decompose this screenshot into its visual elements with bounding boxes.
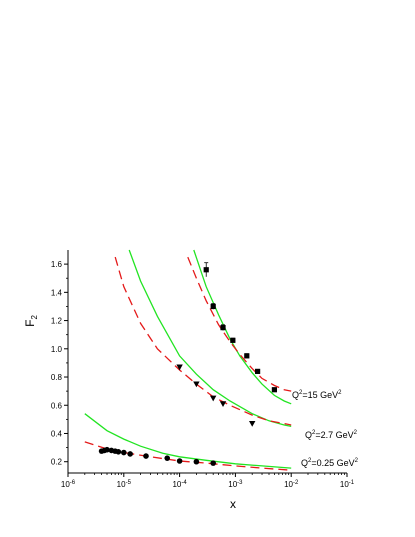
data-point-triangle <box>193 381 200 388</box>
data-point-square <box>203 267 209 273</box>
data-point-triangle <box>176 364 183 371</box>
y-axis-title: F2 <box>23 315 39 327</box>
data-point-circle <box>164 455 171 461</box>
y-axis-title-main: F <box>23 320 37 327</box>
data-point-circle <box>121 449 127 456</box>
label-q2-15: Q2=15 GeV2 <box>292 390 342 400</box>
y-tick-label: 0.4 <box>51 429 63 438</box>
label-q2-2p7: Q2=2.7 GeV2 <box>305 430 358 440</box>
solid-curve-0 <box>193 249 292 405</box>
data-point-circle <box>210 460 216 466</box>
x-axis-ticks: 10-6 10-5 10-4 10-3 10-2 10-1 <box>61 473 355 489</box>
x-tick-label: 10-2 <box>284 480 299 489</box>
data-point-square <box>255 368 261 374</box>
dashed-curve-1 <box>187 256 292 392</box>
data-point-circle <box>104 446 110 453</box>
data-point-triangle <box>248 421 256 427</box>
plot-frame <box>67 250 347 474</box>
data-point-square <box>244 353 250 359</box>
dashed-curve-3 <box>114 256 292 426</box>
curve-labels: Q2=15 GeV2 Q2=2.7 GeV2 Q2=0.25 GeV2 <box>292 390 359 468</box>
data-point-square <box>210 303 216 310</box>
y-tick-label: 0.6 <box>51 401 63 410</box>
data-points <box>98 262 278 466</box>
y-tick-label: 0.2 <box>51 458 63 467</box>
data-point-square <box>271 387 278 393</box>
y-axis-ticks: 0.2 0.4 0.6 0.8 1.0 1.2 1.4 1.6 <box>51 260 68 467</box>
data-point-circle <box>115 449 122 455</box>
data-point-circle <box>176 458 183 464</box>
y-tick-label: 1.4 <box>51 288 63 297</box>
data-point-circle <box>193 458 200 465</box>
data-point-triangle <box>219 401 227 408</box>
model-curves <box>84 249 292 471</box>
data-point-circle <box>143 453 149 459</box>
x-tick-label: 10-1 <box>340 480 355 489</box>
x-axis-title: x <box>230 497 236 511</box>
y-tick-label: 1.6 <box>51 260 63 269</box>
y-tick-label: 1.0 <box>51 345 63 354</box>
data-point-square <box>230 337 236 343</box>
svg-text:F2: F2 <box>23 315 39 327</box>
solid-curve-2 <box>128 249 292 428</box>
x-tick-label: 10-3 <box>228 480 243 489</box>
data-point-square <box>220 325 226 331</box>
solid-curve-4 <box>84 413 292 469</box>
y-tick-label: 1.2 <box>51 317 63 326</box>
label-q2-0p25: Q2=0.25 GeV2 <box>301 458 359 468</box>
x-tick-label: 10-5 <box>117 480 132 489</box>
y-axis-title-sub: 2 <box>30 315 39 320</box>
x-tick-label: 10-4 <box>172 480 187 489</box>
y-tick-label: 0.8 <box>51 373 63 382</box>
x-tick-label: 10-6 <box>61 480 76 489</box>
data-point-triangle <box>209 395 217 402</box>
data-point-circle <box>127 451 133 457</box>
